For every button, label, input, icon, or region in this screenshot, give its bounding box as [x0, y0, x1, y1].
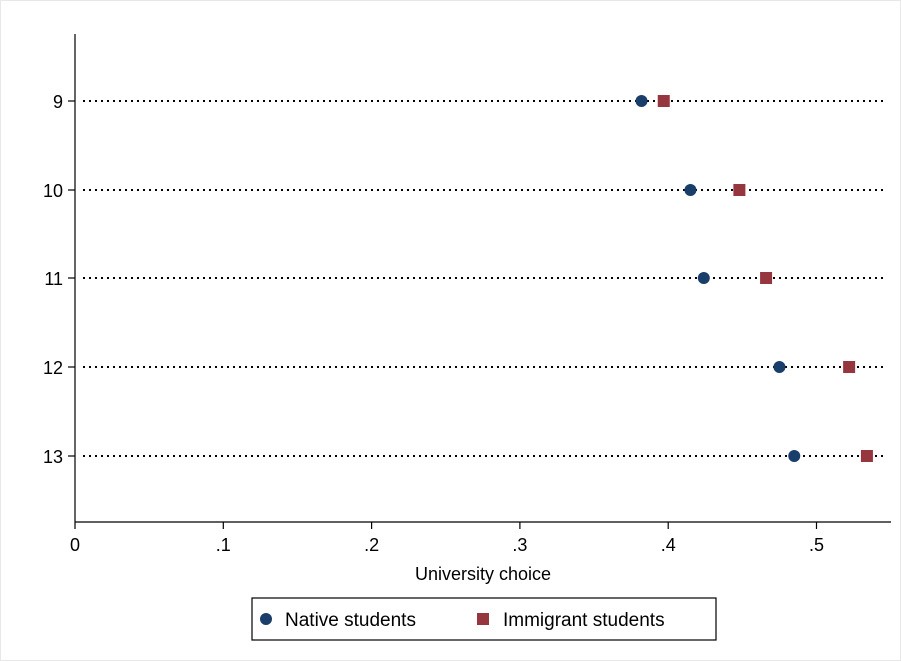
- native-point: [635, 95, 648, 107]
- data-points: [635, 95, 873, 462]
- x-axis: 0 .1 .2 .3 .4 .5: [70, 521, 891, 555]
- x-tick-label: .2: [364, 535, 379, 555]
- y-tick-label: 12: [43, 358, 63, 378]
- immigrant-point: [733, 184, 746, 196]
- x-tick-label: .5: [809, 535, 824, 555]
- legend-label-native: Native students: [285, 610, 416, 631]
- native-point: [773, 361, 786, 373]
- x-tick-label: .4: [661, 535, 676, 555]
- immigrant-point: [760, 272, 773, 284]
- x-tick-label: 0: [70, 535, 80, 555]
- y-tick-label: 10: [43, 181, 63, 201]
- y-tick-label: 13: [43, 447, 63, 467]
- legend-marker-immigrant: [477, 613, 489, 625]
- y-tick-label: 9: [53, 92, 63, 112]
- gridlines: [83, 100, 887, 457]
- immigrant-point: [843, 361, 856, 373]
- x-tick-label: .3: [512, 535, 527, 555]
- native-point: [697, 272, 710, 284]
- x-tick-label: .1: [216, 535, 231, 555]
- legend: Native students Immigrant students: [251, 597, 717, 641]
- y-tick-label: 11: [44, 269, 63, 289]
- y-axis: 9 10 11 12 13: [43, 34, 76, 522]
- x-axis-title: University choice: [415, 564, 551, 584]
- immigrant-point: [860, 450, 873, 462]
- legend-marker-native: [260, 613, 272, 625]
- native-point: [684, 184, 697, 196]
- native-point: [788, 450, 801, 462]
- immigrant-point: [657, 95, 670, 107]
- legend-label-immigrant: Immigrant students: [503, 610, 665, 631]
